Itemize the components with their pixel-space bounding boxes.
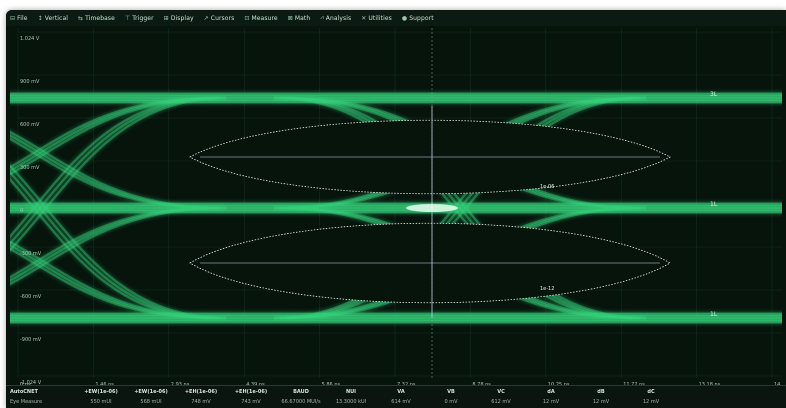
trace-transition xyxy=(10,206,221,283)
menu-bar: ⊟ File ↕ Vertical ⇆ Timebase ⊤ Trigger ⊞ Display ↗… xyxy=(6,10,786,26)
level-label: 1L xyxy=(710,201,718,208)
y-tick-label: -1.024 V xyxy=(20,380,42,386)
crossover-glow xyxy=(406,204,458,212)
eye-contour-label: 1e-12 xyxy=(540,286,554,292)
menu-item-trigger[interactable]: ⊤ Trigger xyxy=(125,15,154,22)
measurement-value: 13.3000 kUI xyxy=(335,399,367,405)
level-label: 1L xyxy=(710,311,718,318)
eye-contour-label: 1e-06 xyxy=(540,184,554,190)
y-tick-label: 300 mV xyxy=(20,165,40,171)
measurement-value: 748 mV xyxy=(191,399,211,405)
measurement-value: 12 mV xyxy=(542,399,560,405)
menu-item-label: File xyxy=(17,14,28,22)
menu-item-label: Measure xyxy=(251,14,278,22)
measurement-value: Eye Measure xyxy=(10,399,43,405)
measurement-header: VB xyxy=(447,389,455,395)
menu-item-timebase[interactable]: ⇆ Timebase xyxy=(78,15,115,22)
measure-icon: ⊡ xyxy=(244,14,250,22)
measurement-header: VA xyxy=(397,389,405,395)
display-icon: ⊞ xyxy=(163,14,169,22)
timebase-icon: ⇆ xyxy=(78,14,84,22)
menu-item-file[interactable]: ⊟ File xyxy=(10,15,28,22)
menu-item-label: Trigger xyxy=(132,14,154,22)
menu-item-utilities[interactable]: ✕ Utilities xyxy=(361,15,392,22)
measurement-header: BAUD xyxy=(293,389,309,395)
vertical-icon: ↕ xyxy=(37,14,43,22)
trace-transition xyxy=(10,206,215,279)
measurement-header: +EH(1e-06) xyxy=(234,389,268,395)
measurement-value: 568 mUI xyxy=(140,399,162,405)
measurement-value: 612 mV xyxy=(491,399,511,405)
trigger-icon: ⊤ xyxy=(124,14,131,22)
menu-item-label: Utilities xyxy=(368,14,392,22)
y-tick-label: -300 mV xyxy=(20,251,42,257)
measurement-value: 12 mV xyxy=(592,399,610,405)
measurement-header: +EW(1e-06) xyxy=(84,389,118,395)
menu-item-analysis[interactable]: ⩘ Analysis xyxy=(320,14,351,22)
measurement-header: VC xyxy=(497,389,505,395)
menu-item-label: Support xyxy=(409,14,434,22)
y-tick-label: -600 mV xyxy=(20,294,42,300)
file-icon: ⊟ xyxy=(10,14,16,22)
trace-transition xyxy=(10,96,215,239)
menu-item-label: Timebase xyxy=(85,14,115,22)
menu-item-cursors[interactable]: ↗ Cursors xyxy=(204,15,235,22)
menu-item-measure[interactable]: ⊡ Measure xyxy=(244,15,277,22)
measurement-header: dB xyxy=(597,389,605,395)
y-tick-label: 0 xyxy=(20,208,23,214)
utilities-icon: ✕ xyxy=(361,14,367,22)
menu-item-vertical[interactable]: ↕ Vertical xyxy=(38,15,68,22)
math-icon: ⊠ xyxy=(287,14,293,22)
trace-transition xyxy=(10,96,227,252)
y-tick-label: 1.024 V xyxy=(20,36,40,42)
trace-transition xyxy=(279,96,641,320)
menu-item-label: Math xyxy=(294,14,311,22)
oscilloscope-screen: ⊟ File ↕ Vertical ⇆ Timebase ⊤ Trigger ⊞ Display ↗… xyxy=(6,10,786,408)
measurement-table: AutoCNET +EW(1e-06) +EW(1e-06) +EH(1e-06) +E… xyxy=(6,385,786,408)
menu-item-math[interactable]: ⊠ Math xyxy=(288,15,311,22)
measurement-value: 743 mV xyxy=(241,399,261,405)
measurement-value: 614 mV xyxy=(391,399,411,405)
menu-item-label: Cursors xyxy=(210,14,235,22)
menu-item-label: Vertical xyxy=(44,14,68,22)
cursors-icon: ↗ xyxy=(203,14,209,22)
trace-transition xyxy=(10,206,227,286)
trace-transition xyxy=(10,96,221,246)
trace-transition xyxy=(10,96,227,176)
trace-transition xyxy=(10,96,221,173)
level-label: 3L xyxy=(710,91,718,98)
menu-item-support[interactable]: ● Support xyxy=(402,15,434,22)
menu-item-label: Analysis xyxy=(325,14,352,22)
y-tick-label: 600 mV xyxy=(20,122,40,128)
measurement-value-row: Eye Measure 550 mUI 568 mUI 748 mV 743 mV 66.… xyxy=(8,398,786,406)
measurement-header: dA xyxy=(547,389,555,395)
eye-diagram-plot: 1.024 V 900 mV 600 mV 300 mV 0 -300 mV -600 mV… xyxy=(10,28,782,388)
menu-item-label: Display xyxy=(170,14,194,22)
eye-diagram-svg: 1.024 V 900 mV 600 mV 300 mV 0 -300 mV -600 mV… xyxy=(10,28,782,388)
support-icon: ● xyxy=(401,14,408,22)
measurement-value: 12 mV xyxy=(642,399,660,405)
trace-transition xyxy=(10,96,215,169)
eye-overlays xyxy=(189,28,671,378)
measurement-header: +EH(1e-06) xyxy=(184,389,218,395)
y-tick-label: 900 mV xyxy=(20,79,40,85)
menu-item-display[interactable]: ⊞ Display xyxy=(164,15,194,22)
analysis-icon: ⩘ xyxy=(320,14,324,21)
measurement-value: 550 mUI xyxy=(90,399,112,405)
measurement-header: NUI xyxy=(345,389,357,395)
measurement-header: +EW(1e-06) xyxy=(134,389,168,395)
measurement-value: 0 mV xyxy=(444,399,458,405)
measurement-value: 66.67000 MUI/s xyxy=(281,399,321,405)
measurement-header-row: AutoCNET +EW(1e-06) +EW(1e-06) +EH(1e-06) +E… xyxy=(8,388,786,396)
measurement-header: AutoCNET xyxy=(10,389,38,395)
y-tick-label: -900 mV xyxy=(20,337,42,343)
trace-transition xyxy=(285,96,647,320)
measurement-header: dC xyxy=(647,389,655,395)
